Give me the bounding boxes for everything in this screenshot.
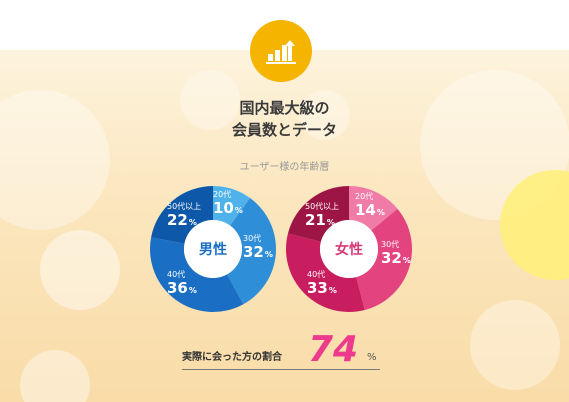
male-label-30s: 30代 32% xyxy=(243,234,273,261)
title-line-1: 国内最大級の xyxy=(239,99,330,117)
bokeh-light xyxy=(40,230,120,310)
donut-slice-0-1 xyxy=(226,198,276,305)
female-label-20s: 20代 14% xyxy=(355,192,385,219)
bokeh-light xyxy=(300,90,350,140)
male-label-50s-plus: 50代以上 22% xyxy=(167,202,202,229)
meetup-rate-label: 実際に会った方の割合 xyxy=(182,352,282,363)
donut-slice-1-2 xyxy=(286,233,365,312)
meetup-rate-stat: 実際に会った方の割合 74 % xyxy=(182,330,380,370)
donut-slice-0-3 xyxy=(151,186,213,244)
female-label-30s: 30代 32% xyxy=(381,240,411,267)
chart-subtitle: ユーザー様の年齢層 xyxy=(239,162,330,173)
male-donut-svg xyxy=(150,186,276,312)
female-center-label: 女性 xyxy=(335,242,363,258)
meetup-rate-unit: % xyxy=(367,352,377,363)
female-label-50s-plus: 50代以上 21% xyxy=(305,202,340,229)
female-label-40s: 40代 33% xyxy=(307,270,337,297)
page-title: 国内最大級の 会員数とデータ xyxy=(0,97,569,141)
female-donut-svg xyxy=(286,186,412,312)
donut-slice-1-1 xyxy=(356,208,412,311)
title-line-2: 会員数とデータ xyxy=(231,121,337,139)
donut-center-hole xyxy=(320,220,378,278)
female-age-donut-chart: 女性 20代 14% 30代 32% 40代 33% 50代以上 21% xyxy=(285,185,413,313)
donut-slice-1-3 xyxy=(287,186,349,242)
donut-slice-1-0 xyxy=(349,186,398,231)
donut-slice-0-0 xyxy=(213,186,251,226)
meetup-rate-value: 74 xyxy=(308,329,359,370)
bar-chart-up-arrow-icon xyxy=(250,20,312,82)
male-age-donut-chart: 男性 20代 10% 30代 32% 40代 36% 50代以上 22% xyxy=(149,185,277,313)
donut-center-hole xyxy=(184,220,242,278)
donut-slice-0-2 xyxy=(150,237,244,312)
bokeh-light xyxy=(470,300,560,390)
bokeh-light xyxy=(20,350,90,402)
male-label-40s: 40代 36% xyxy=(167,270,197,297)
bokeh-light xyxy=(0,90,110,230)
bokeh-light xyxy=(180,70,240,130)
male-label-20s: 20代 10% xyxy=(213,190,243,217)
male-center-label: 男性 xyxy=(199,242,227,258)
background xyxy=(0,50,569,402)
